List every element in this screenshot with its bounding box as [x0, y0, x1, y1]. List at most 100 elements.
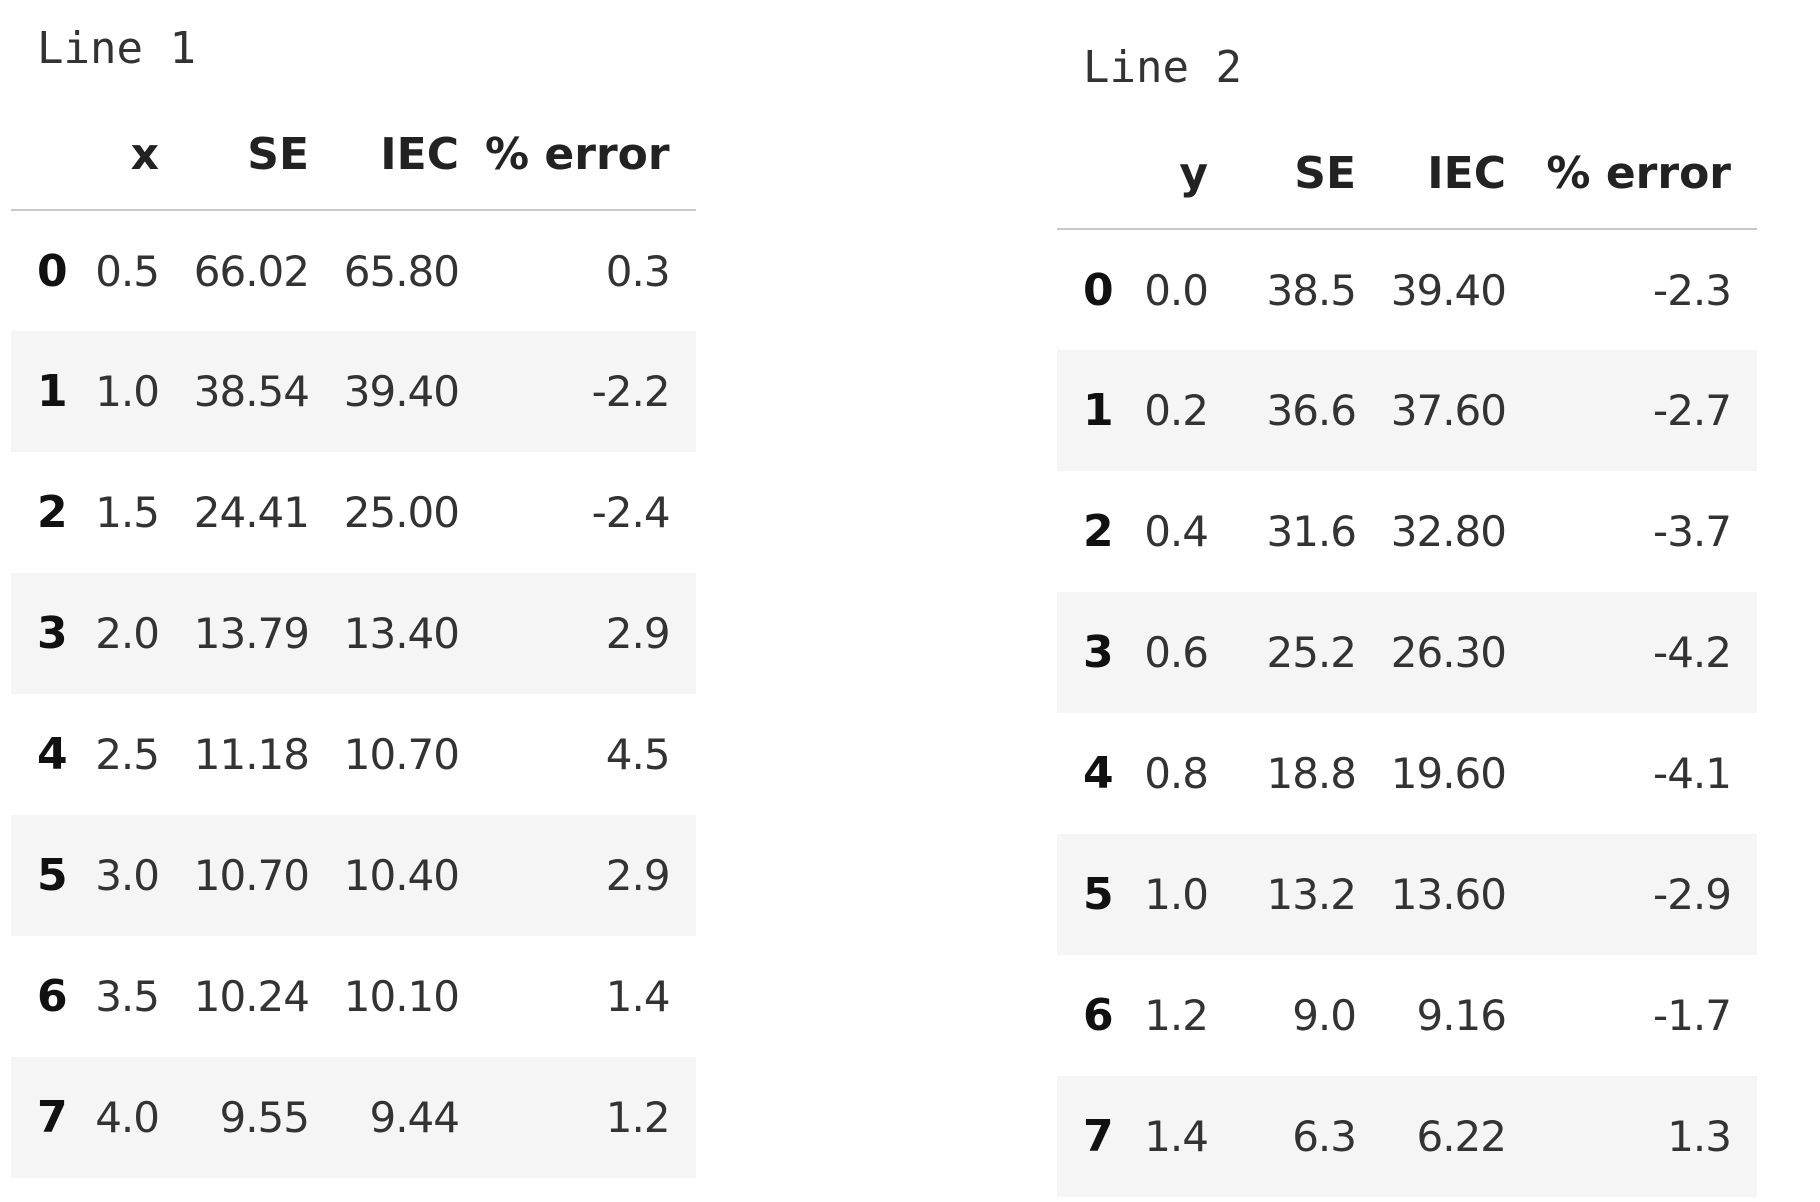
table-cell: 0.3	[605, 246, 671, 296]
table-cell: -1.7	[1653, 991, 1732, 1040]
row-index: 5	[1083, 869, 1114, 920]
table-cell: 10.70	[343, 730, 460, 779]
table-row: 6 3.5 10.24 10.10 1.4	[11, 936, 696, 1057]
table-row: 7 4.0 9.55 9.44 1.2	[11, 1057, 696, 1178]
table-cell: 3.5	[95, 972, 160, 1021]
table-cell: 65.80	[343, 246, 460, 296]
table-cell: -2.2	[591, 367, 671, 416]
table-row: 7 1.4 6.3 6.22 1.3	[1057, 1076, 1757, 1197]
table-cell: -2.9	[1653, 870, 1732, 919]
table-cell: 2.9	[605, 851, 671, 900]
table-row: 0 0.0 38.5 39.40 -2.3	[1057, 229, 1757, 350]
table-cell: -3.7	[1653, 507, 1732, 556]
table-cell: 4.0	[95, 1093, 160, 1142]
row-index: 7	[1083, 1111, 1114, 1162]
row-index: 3	[1083, 627, 1114, 678]
dataframe-table: x SE IEC% error 0 0.5 66.02 65.80 0.3 1 1.0 38.54…	[11, 100, 696, 1178]
table-cell: 0.5	[95, 246, 160, 296]
table-body: 0 0.5 66.02 65.80 0.3 1 1.0 38.54 39.40 -2.2 2 1.5 2…	[11, 210, 696, 1178]
table-cell: 10.40	[343, 851, 460, 900]
table-cell: 0.2	[1144, 386, 1209, 435]
table-cell: 9.0	[1292, 991, 1357, 1040]
column-header: x	[87, 100, 185, 211]
table-row: 4 2.5 11.18 10.70 4.5	[11, 694, 696, 815]
table-cell: 9.55	[219, 1093, 310, 1142]
dataframe-table: y SE IEC% error 0 0.0 38.5 39.40 -2.3 1 0.2 36.6 3…	[1057, 119, 1757, 1197]
table-body: 0 0.0 38.5 39.40 -2.3 1 0.2 36.6 37.60 -2.7 2 0.4 31…	[1057, 229, 1757, 1197]
table-cell: 66.02	[193, 246, 310, 296]
table-row: 6 1.2 9.0 9.16 -1.7	[1057, 955, 1757, 1076]
table-cell: -2.4	[591, 488, 671, 537]
column-header: IEC	[335, 100, 485, 211]
dataframe-block-line-2: Line 2 y SE IEC% error 0 0.0 38.5 39.40 -2.3 1 0…	[1057, 37, 1757, 1197]
table-cell: 19.60	[1390, 749, 1507, 798]
row-index: 7	[37, 1092, 68, 1143]
row-index: 6	[37, 971, 68, 1022]
table-cell: 6.22	[1416, 1112, 1507, 1161]
table-cell: 1.0	[1144, 870, 1209, 919]
table-cell: 10.24	[193, 972, 310, 1021]
table-row: 2 1.5 24.41 25.00 -2.4	[11, 452, 696, 573]
column-header: IEC	[1382, 119, 1532, 230]
table-row: 1 0.2 36.6 37.60 -2.7	[1057, 350, 1757, 471]
column-header: y	[1133, 119, 1234, 230]
row-index: 5	[37, 850, 68, 901]
table-cell: 10.10	[343, 972, 460, 1021]
table-header: y SE IEC% error	[1057, 119, 1757, 230]
table-cell: 4.5	[605, 730, 671, 779]
table-row: 1 1.0 38.54 39.40 -2.2	[11, 331, 696, 452]
table-cell: 2.9	[605, 609, 671, 658]
table-cell: 31.6	[1266, 507, 1357, 556]
row-index: 2	[37, 487, 68, 538]
table-cell: -2.3	[1653, 265, 1732, 315]
table-header: x SE IEC% error	[11, 100, 696, 211]
table-cell: 1.3	[1667, 1112, 1732, 1161]
row-index: 2	[1083, 506, 1114, 557]
table-row: 5 1.0 13.2 13.60 -2.9	[1057, 834, 1757, 955]
table-cell: -2.7	[1653, 386, 1732, 435]
table-cell: 39.40	[343, 367, 460, 416]
table-cell: 38.54	[193, 367, 310, 416]
table-cell: 36.6	[1266, 386, 1357, 435]
row-index: 4	[37, 729, 68, 780]
table-row: 4 0.8 18.8 19.60 -4.1	[1057, 713, 1757, 834]
table-cell: 25.00	[343, 488, 460, 537]
row-index: 4	[1083, 748, 1114, 799]
table-cell: 26.30	[1390, 628, 1507, 677]
table-cell: 9.44	[369, 1093, 460, 1142]
table-cell: 0.0	[1144, 265, 1209, 315]
table-cell: 1.2	[1144, 991, 1209, 1040]
table-cell: 25.2	[1266, 628, 1357, 677]
table-cell: 3.0	[95, 851, 160, 900]
table-cell: 13.2	[1266, 870, 1357, 919]
table-cell: 2.5	[95, 730, 160, 779]
table-cell: 13.79	[193, 609, 310, 658]
row-index: 3	[37, 608, 68, 659]
index-header	[11, 100, 87, 211]
table-cell: -4.1	[1653, 749, 1732, 798]
table-cell: 1.5	[95, 488, 160, 537]
table-cell: 0.6	[1144, 628, 1209, 677]
table-cell: 0.4	[1144, 507, 1209, 556]
table-cell: 39.40	[1390, 265, 1507, 315]
table-row: 3 2.0 13.79 13.40 2.9	[11, 573, 696, 694]
table-cell: 10.70	[193, 851, 310, 900]
index-header	[1057, 119, 1133, 230]
table-cell: -4.2	[1653, 628, 1732, 677]
table-cell: 1.4	[605, 972, 671, 1021]
table-cell: 0.8	[1144, 749, 1209, 798]
table-cell: 1.0	[95, 367, 160, 416]
table-row: 0 0.5 66.02 65.80 0.3	[11, 210, 696, 331]
table-cell: 2.0	[95, 609, 160, 658]
table-cell: 9.16	[1416, 991, 1507, 1040]
row-index: 0	[1083, 264, 1114, 316]
row-index: 1	[37, 366, 68, 417]
table-row: 2 0.4 31.6 32.80 -3.7	[1057, 471, 1757, 592]
column-header: % error	[1532, 119, 1757, 230]
table-cell: 37.60	[1390, 386, 1507, 435]
dataframe-block-line-1: Line 1 x SE IEC% error 0 0.5 66.02 65.80 0.3 1 1…	[11, 18, 696, 1178]
table-cell: 1.2	[605, 1093, 671, 1142]
table-cell: 18.8	[1266, 749, 1357, 798]
column-header: SE	[185, 100, 335, 211]
table-row: 3 0.6 25.2 26.30 -4.2	[1057, 592, 1757, 713]
